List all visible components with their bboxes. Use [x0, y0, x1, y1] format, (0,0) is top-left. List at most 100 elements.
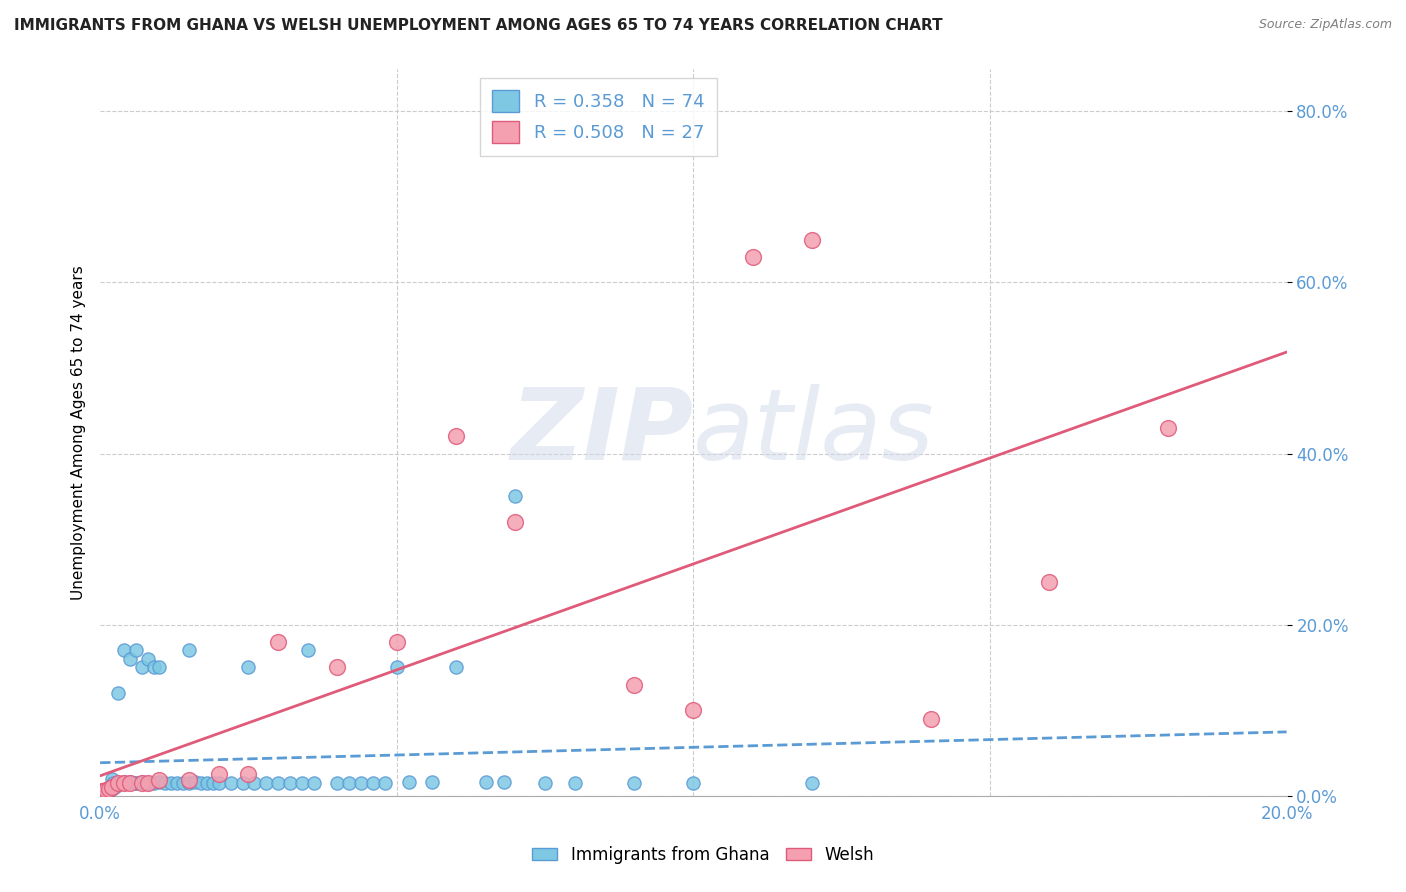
Point: [201, 776, 224, 790]
Point: [155, 776, 177, 790]
Point: [90, 784, 112, 798]
Point: [148, 660, 170, 674]
Point: [195, 776, 218, 790]
Point: [101, 772, 124, 786]
Point: [326, 776, 349, 790]
Point: [278, 776, 301, 790]
Point: [444, 660, 467, 674]
Point: [94, 783, 117, 797]
Y-axis label: Unemployment Among Ages 65 to 74 years: Unemployment Among Ages 65 to 74 years: [72, 265, 86, 599]
Point: [208, 767, 231, 781]
Point: [474, 775, 496, 789]
Point: [101, 776, 124, 790]
Point: [505, 489, 527, 503]
Point: [142, 776, 165, 790]
Point: [131, 776, 153, 790]
Legend: Immigrants from Ghana, Welsh: Immigrants from Ghana, Welsh: [526, 839, 880, 871]
Point: [254, 776, 277, 790]
Point: [91, 783, 114, 797]
Point: [505, 515, 527, 529]
Point: [801, 233, 824, 247]
Text: ZIP: ZIP: [510, 384, 693, 481]
Point: [118, 775, 141, 789]
Point: [350, 776, 373, 790]
Point: [112, 776, 135, 790]
Point: [172, 776, 194, 790]
Point: [94, 781, 117, 796]
Point: [238, 660, 260, 674]
Point: [920, 712, 942, 726]
Point: [107, 776, 129, 790]
Text: Source: ZipAtlas.com: Source: ZipAtlas.com: [1258, 18, 1392, 31]
Point: [90, 784, 112, 798]
Point: [98, 780, 121, 795]
Point: [96, 783, 118, 797]
Point: [208, 776, 231, 790]
Point: [297, 643, 319, 657]
Point: [98, 781, 121, 796]
Point: [398, 775, 420, 789]
Point: [1157, 421, 1180, 435]
Point: [90, 784, 112, 798]
Point: [160, 776, 183, 790]
Point: [623, 776, 645, 790]
Point: [420, 775, 443, 789]
Point: [136, 652, 159, 666]
Point: [94, 784, 117, 798]
Legend: R = 0.358   N = 74, R = 0.508   N = 27: R = 0.358 N = 74, R = 0.508 N = 27: [479, 78, 717, 156]
Point: [136, 776, 159, 790]
Text: atlas: atlas: [693, 384, 935, 481]
Point: [101, 781, 124, 796]
Point: [302, 776, 325, 790]
Point: [98, 781, 121, 796]
Point: [267, 776, 290, 790]
Point: [107, 686, 129, 700]
Point: [179, 773, 201, 788]
Point: [148, 773, 170, 788]
Point: [131, 660, 153, 674]
Point: [623, 677, 645, 691]
Point: [385, 660, 408, 674]
Point: [564, 776, 586, 790]
Point: [112, 643, 135, 657]
Point: [238, 767, 260, 781]
Point: [444, 429, 467, 443]
Point: [682, 703, 704, 717]
Point: [374, 776, 396, 790]
Point: [337, 776, 360, 790]
Point: [94, 783, 117, 797]
Point: [125, 776, 148, 790]
Point: [107, 776, 129, 790]
Point: [1038, 574, 1060, 589]
Point: [190, 776, 212, 790]
Point: [136, 776, 159, 790]
Point: [267, 634, 290, 648]
Point: [243, 776, 266, 790]
Point: [148, 775, 170, 789]
Point: [326, 660, 349, 674]
Point: [125, 776, 148, 790]
Point: [361, 776, 384, 790]
Point: [107, 776, 129, 790]
Point: [142, 660, 165, 674]
Point: [93, 782, 115, 797]
Point: [112, 775, 135, 789]
Point: [131, 775, 153, 789]
Point: [118, 776, 141, 790]
Point: [94, 782, 117, 797]
Point: [166, 776, 188, 790]
Point: [682, 776, 704, 790]
Point: [385, 634, 408, 648]
Point: [179, 643, 201, 657]
Point: [741, 250, 763, 264]
Text: IMMIGRANTS FROM GHANA VS WELSH UNEMPLOYMENT AMONG AGES 65 TO 74 YEARS CORRELATIO: IMMIGRANTS FROM GHANA VS WELSH UNEMPLOYM…: [14, 18, 942, 33]
Point: [179, 776, 201, 790]
Point: [125, 643, 148, 657]
Point: [93, 782, 115, 797]
Point: [112, 776, 135, 790]
Point: [184, 775, 207, 789]
Point: [219, 776, 242, 790]
Point: [492, 775, 515, 789]
Point: [104, 780, 127, 795]
Point: [97, 781, 120, 796]
